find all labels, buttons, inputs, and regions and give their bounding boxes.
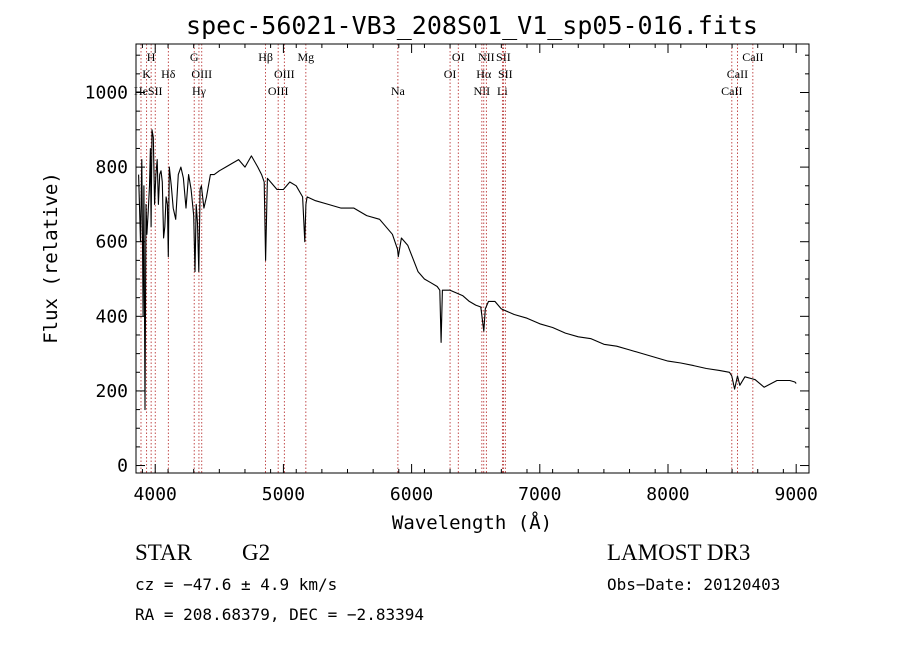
line-label-SII: SII (498, 67, 513, 81)
coordinates: RA = 208.68379, DEC = −2.83394 (135, 605, 424, 624)
line-label-G: G (190, 50, 199, 64)
line-label-OI: OI (452, 50, 465, 64)
y-axis-label: Flux (relative) (40, 172, 62, 344)
line-label-Hα: Hα (476, 67, 492, 81)
x-tick-label: 8000 (646, 484, 689, 505)
x-tick-label: 7000 (518, 484, 561, 505)
survey-name: LAMOST DR3 (607, 540, 750, 565)
line-label-NII: NII (478, 50, 495, 64)
chart-title: spec-56021-VB3_208S01_V1_sp05-016.fits (186, 11, 758, 40)
y-tick-label: 1000 (85, 82, 128, 103)
object-type: STAR (135, 540, 193, 565)
line-label-Hγ: Hγ (192, 84, 207, 98)
line-label-OI: OI (444, 67, 457, 81)
line-label-Li: Li (497, 84, 508, 98)
y-tick-label: 0 (117, 456, 128, 477)
redshift-velocity: cz = −47.6 ± 4.9 km/s (135, 575, 337, 594)
line-label-CaII: CaII (727, 67, 748, 81)
line-label-H: H (147, 50, 156, 64)
line-label-He: He (134, 84, 148, 98)
spectral-line-markers: HeKHSIIHδGHγOIIIHβOIIIOIIIMgNaOIOINIIHαN… (134, 44, 764, 473)
line-label-OIII: OIII (268, 84, 289, 98)
y-tick-label: 800 (95, 157, 128, 178)
line-label-SII: SII (148, 84, 163, 98)
spectrum-series (138, 129, 797, 411)
x-tick-label: 9000 (775, 484, 818, 505)
line-label-Hβ: Hβ (258, 50, 273, 64)
line-label-Na: Na (391, 84, 406, 98)
x-tick-label: 5000 (262, 484, 305, 505)
line-label-OIII: OIII (274, 67, 295, 81)
line-label-CaII: CaII (721, 84, 742, 98)
x-tick-label: 4000 (134, 484, 177, 505)
spectrum-line (138, 129, 797, 411)
line-label-NII: NII (474, 84, 491, 98)
x-axis-label: Wavelength (Å) (392, 511, 552, 534)
line-label-Mg: Mg (298, 50, 315, 64)
line-label-SII: SII (496, 50, 511, 64)
observation-date: Obs−Date: 20120403 (607, 575, 780, 594)
y-axis: 0 200 400 600 800 1000 (85, 54, 809, 477)
object-subclass: G2 (242, 540, 270, 565)
x-axis: 4000 5000 6000 7000 8000 9000 (134, 44, 818, 505)
x-tick-label: 6000 (390, 484, 433, 505)
y-tick-label: 600 (95, 232, 128, 253)
plot-frame (135, 43, 810, 474)
line-label-CaII: CaII (742, 50, 763, 64)
line-label-Hδ: Hδ (161, 67, 176, 81)
y-tick-label: 400 (95, 306, 128, 327)
line-label-OIII: OIII (191, 67, 212, 81)
y-tick-label: 200 (95, 381, 128, 402)
line-label-K: K (142, 67, 151, 81)
